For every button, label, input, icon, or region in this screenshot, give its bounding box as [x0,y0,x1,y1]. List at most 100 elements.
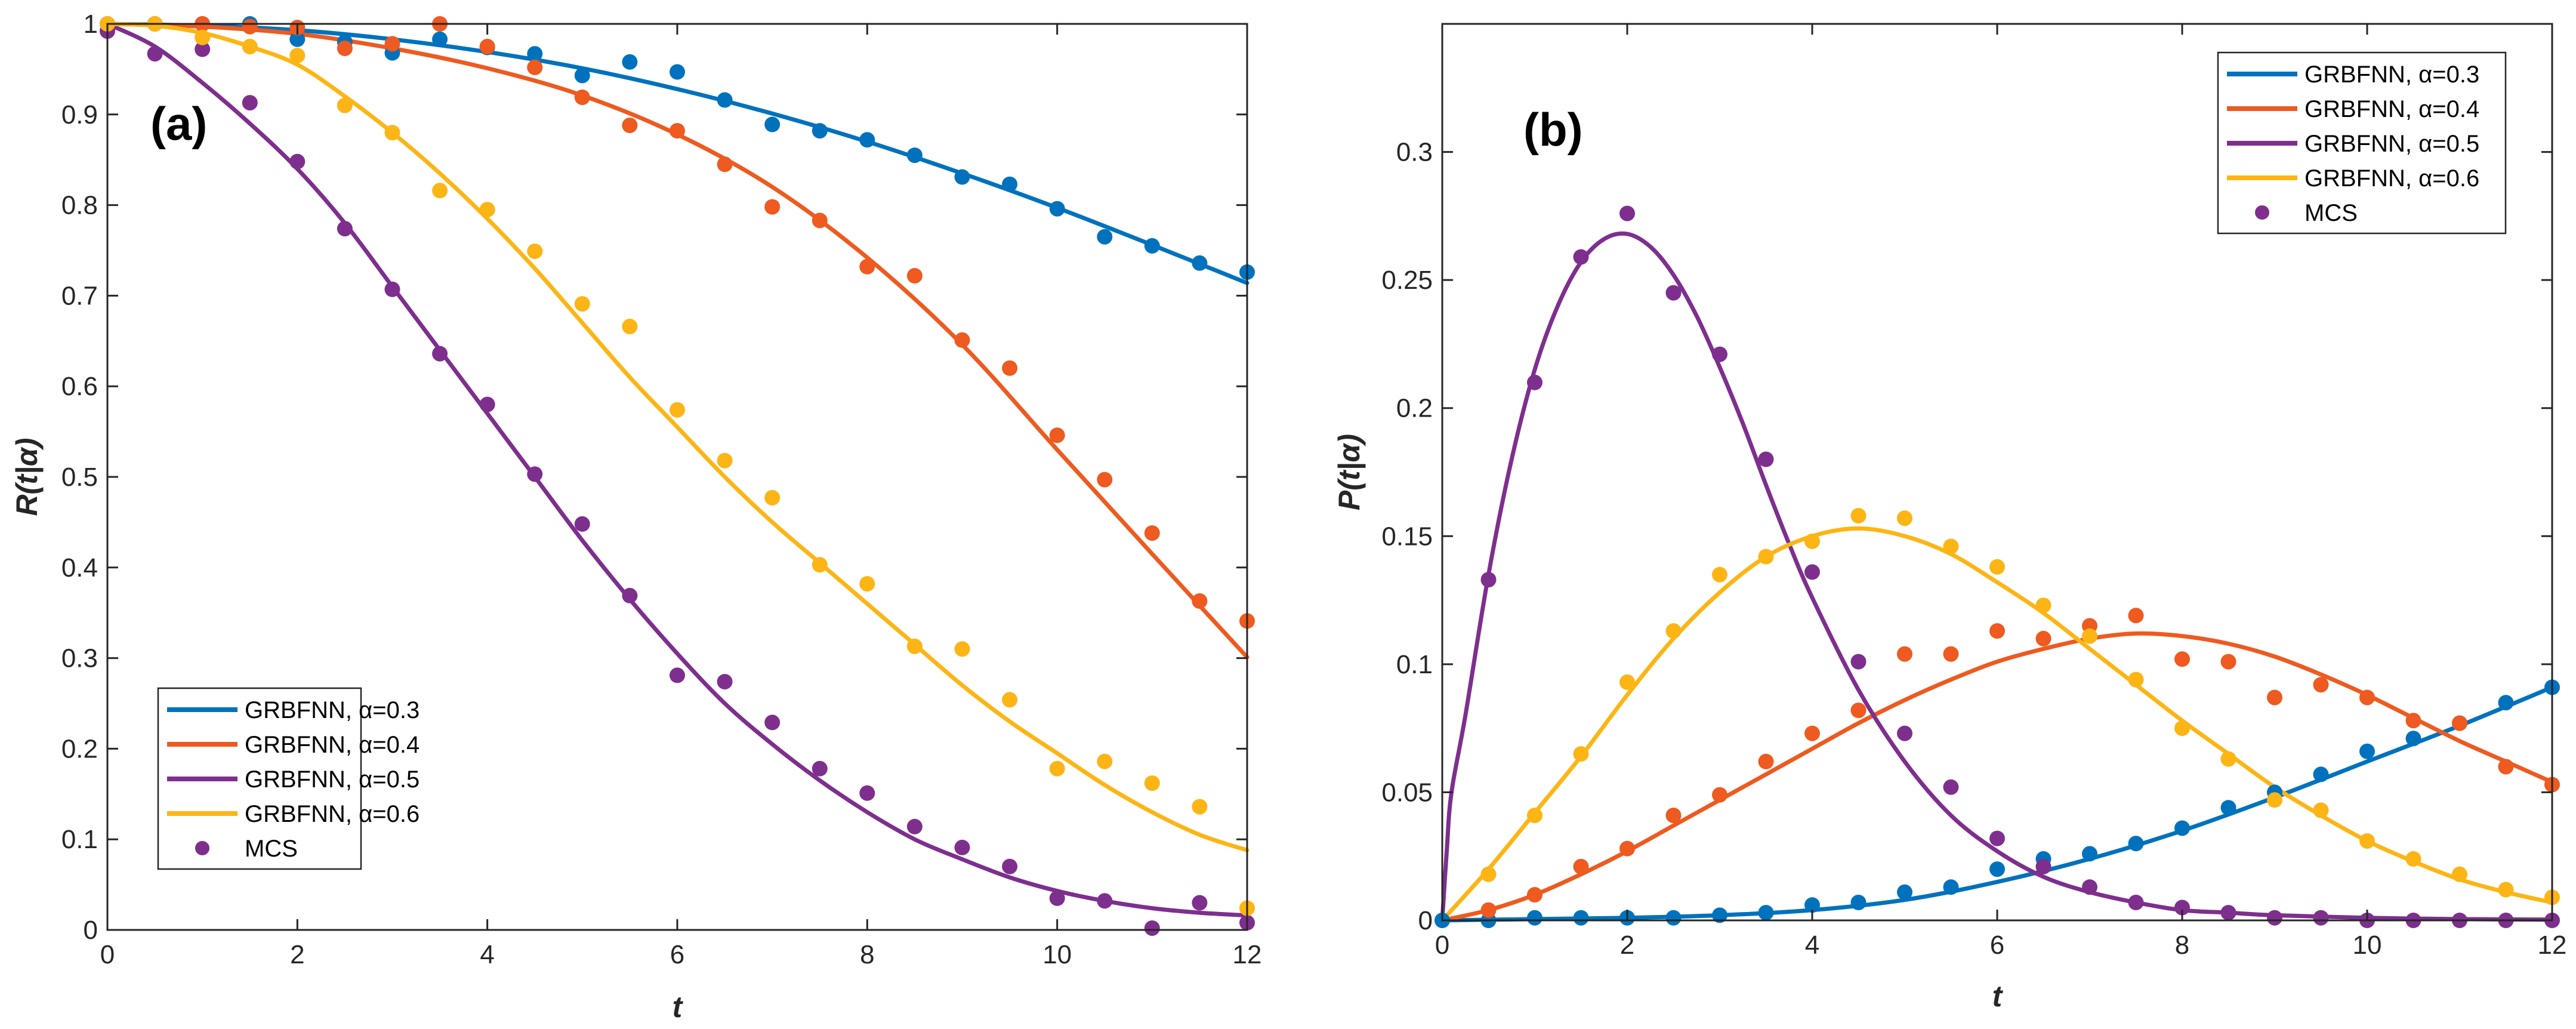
panel-a-mcs-point-a05 [622,587,638,603]
panel-a-mcs-point-a04 [479,39,495,54]
panel-b-y-axis-label: P(t|α) [1332,434,1366,510]
panel-b-mcs-point-a04 [1850,703,1867,719]
panel-a-mcs-point-a04 [1192,593,1208,609]
panel-a-mcs-point-a04 [764,199,780,215]
panel-a-x-ticks: 0 2 4 6 8 10 12 [100,24,1262,969]
panel-b-mcs-point-a04 [1758,753,1774,769]
panel-b-mcs-point-a05 [2313,910,2329,926]
panel-a-mcs-point-a04 [859,258,875,275]
panel-a-mcs-point-a06 [432,183,448,199]
panel-a-mcs-point-a06 [527,244,543,259]
panel-b-series-line-a06 [1440,526,2555,923]
panel-b-mcs-point-a05 [2128,895,2144,910]
panel-b-mcs-point-a04 [1943,646,1959,662]
panel-a-mcs-point-a03 [764,116,780,133]
panel-b-mcs-point-a06 [1480,866,1497,882]
panel-b-mcs-point-a05 [1758,451,1774,467]
panel-a-x-tick-label: 6 [670,940,684,969]
panel-b-mcs-point-a04 [2128,608,2144,624]
panel-a-y-tick-label: 0.5 [61,463,98,492]
panel-a-legend: GRBFNN, α=0.3 GRBFNN, α=0.4 GRBFNN, α=0.… [157,687,419,870]
panel-b-mcs-point-a06 [2128,671,2144,688]
panel-a-mcs-point-a03 [1144,238,1160,254]
panel-b-mcs-point-a06 [1850,508,1867,523]
panel-b-x-tick-label: 10 [2353,931,2382,960]
panel-b-mcs-point-a06 [2082,628,2097,644]
panel-a-mcs-point-a03 [812,123,828,139]
panel-a-mcs-point-a06 [954,641,970,657]
panel-a-mcs-point-a06 [906,638,923,654]
panel-a-mcs-point-a05 [242,95,258,111]
panel-b-mcs-point-a05 [1480,572,1497,588]
panel-a-x-tick-label: 4 [480,940,494,969]
panel-a-legend-swatch-mcs [195,841,209,855]
panel-a-mcs-point-a05 [527,466,543,482]
panel-a-mcs-point-a06 [195,29,211,45]
panel-a-mcs-point-a04 [1097,472,1113,488]
panel-b-y-tick-label: 0.2 [1396,394,1433,423]
panel-b-mcs-point-a04 [2405,713,2421,729]
panel-a-mcs-point-a03 [859,132,875,148]
panel-a-mcs-point-a05 [1049,890,1065,906]
panel-a-tag: (a) [150,97,207,150]
panel-a-mcs-point-a03 [1192,255,1208,271]
panel-a-mcs-point-a06 [337,97,353,113]
panel-a-series-line-a06 [105,21,1250,852]
panel-a-mcs-point-a05 [1144,920,1160,936]
panel-a-mcs-point-a04 [1144,525,1160,541]
panel-b-mcs-point-a06 [2035,597,2051,614]
panel-a-y-tick-label: 0.9 [61,100,98,130]
panel-b-mcs-point-a04 [2220,654,2236,670]
panel-a-mcs-point-a06 [574,296,590,312]
panel-b-mcs-point-a03 [1989,861,2005,877]
panel-b-mcs-point-a04 [2174,651,2190,667]
panel-b-legend-swatch-mcs [2255,205,2269,220]
panel-a-mcs-point-a04 [384,36,400,52]
panel-b-x-tick-label: 2 [1620,931,1634,960]
panel-a-mcs-point-a05 [384,281,400,297]
panel-b-mcs-point-a06 [1665,623,1682,639]
panel-b-x-tick-label: 6 [1990,931,2004,960]
panel-b-mcs-point-a04 [2313,677,2329,693]
panel-a-mcs-point-a03 [906,147,923,164]
panel-b-mcs-point-a03 [1850,895,1867,910]
panel-b-mcs-point-a04 [1665,808,1682,824]
panel-b-mcs-point-a06 [2405,851,2421,867]
panel-a-legend-label-a05: GRBFNN, α=0.5 [245,766,419,793]
panel-a-y-tick-label: 0.8 [61,191,98,220]
panel-a-mcs-point-a04 [717,156,733,172]
panel-b-mcs-point-a06 [1897,510,1912,526]
panel-b-mcs-point-a04 [2035,630,2051,646]
panel-a-y-tick-label: 0.7 [61,281,98,310]
panel-b-mcs-point-a03 [2313,766,2329,782]
panel-a-mcs-point-a05 [812,760,828,777]
panel-a-mcs-point-a05 [432,346,448,362]
panel-b-mcs-point-a03 [1712,907,1727,923]
panel-b-mcs-point-a04 [1897,646,1912,662]
panel-a-series-line-a04 [105,21,1250,660]
panel-b-mcs-point-a05 [1804,564,1820,580]
panel-b-mcs-point-a03 [2359,743,2375,759]
panel-a-chart: 0 2 4 6 8 10 12 00.10.20.30.40.50.60.70.80.91 … [10,10,1261,1024]
panel-a-y-tick-label: 0.1 [61,825,98,854]
panel-a-mcs-point-a04 [527,59,543,75]
panel-a-mcs-point-a06 [384,125,400,141]
panel-b-mcs-point-a04 [1804,725,1820,741]
panel-b-mcs-point-a05 [1527,374,1542,390]
panel-a-x-tick-label: 0 [100,940,115,969]
panel-b-y-tick-label: 0.1 [1396,650,1433,679]
panel-a-mcs-point-a03 [717,92,733,108]
panel-a-mcs-point-a05 [1002,858,1018,874]
panel-a-mcs-point-a03 [1097,229,1113,245]
panel-a-y-tick-label: 1 [84,10,98,39]
panel-a-mcs-point-a03 [289,31,306,47]
panel-a-mcs-point-a05 [954,839,970,855]
panel-a-mcs-point-a06 [812,557,828,573]
panel-b-mcs-point-a03 [1758,905,1774,921]
panel-a-mcs-point-a04 [622,118,638,133]
panel-a-mcs-point-a04 [1049,427,1065,443]
panel-b-mcs-point-a05 [1943,779,1959,795]
panel-b-mcs-point-a04 [2452,715,2467,731]
panel-a-x-tick-label: 12 [1233,940,1262,969]
panel-b-mcs-point-a05 [1665,285,1682,301]
